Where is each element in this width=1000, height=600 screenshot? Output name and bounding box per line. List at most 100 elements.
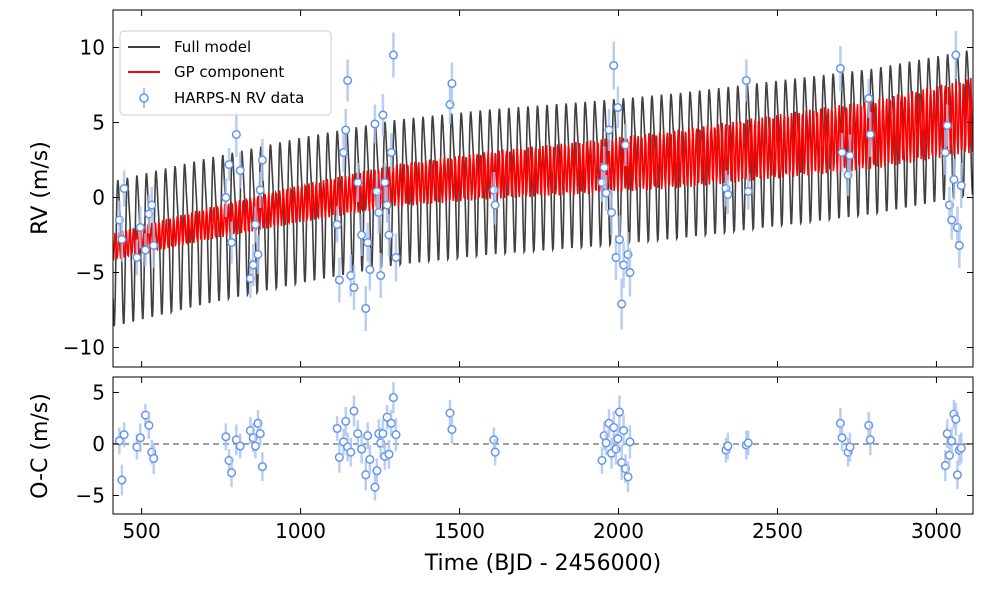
residual-point xyxy=(956,443,966,453)
residuals-panel: 5 0 −5 500 1000 1500 2000 2500 3000 O-C (m/s) T… xyxy=(28,376,974,576)
rv-data-point xyxy=(386,147,396,158)
rv-ylabel: RV (m/s) xyxy=(28,141,53,235)
residuals-y-tick-label: 5 xyxy=(92,380,105,404)
residual-point xyxy=(601,438,611,448)
rv-data-point xyxy=(250,219,260,230)
rv-data-point xyxy=(951,50,961,60)
rv-data-point xyxy=(361,303,371,314)
residual-point xyxy=(119,430,129,440)
residual-point xyxy=(144,420,154,430)
residual-point xyxy=(445,408,455,418)
legend-box xyxy=(119,30,332,116)
rv-data-point xyxy=(135,222,145,233)
rv-data-point xyxy=(949,174,959,185)
rv-data-point xyxy=(349,282,359,293)
residual-point xyxy=(845,442,855,452)
rv-data-point xyxy=(363,237,373,248)
x-axis: 500 1000 1500 2000 2500 3000 xyxy=(123,377,962,543)
rv-data-point xyxy=(334,275,344,285)
residuals-y-tick-label: 0 xyxy=(92,432,105,456)
residual-point xyxy=(227,468,237,478)
rv-data-point xyxy=(332,219,342,230)
x-axis-label: Time (BJD - 2456000) xyxy=(424,551,661,576)
rv-data-point xyxy=(117,234,127,245)
rv-data-point xyxy=(224,159,234,170)
residual-point xyxy=(723,441,733,451)
rv-data-point xyxy=(380,177,390,188)
rv-panel-frame xyxy=(112,9,974,368)
residual-point xyxy=(490,447,500,457)
x-tick-label: 500 xyxy=(123,519,161,543)
rv-y-tick-label: 0 xyxy=(92,186,105,210)
residual-point xyxy=(614,407,625,417)
rv-data-point xyxy=(140,245,150,255)
rv-data-point xyxy=(604,125,614,135)
residual-point xyxy=(391,430,401,440)
residual-point xyxy=(951,414,961,424)
rv-data-point xyxy=(620,140,631,150)
x-tick-label: 3000 xyxy=(911,519,962,543)
residual-point xyxy=(370,482,380,492)
residual-point xyxy=(613,434,623,444)
rv-data-point xyxy=(384,230,394,240)
residual-point xyxy=(623,472,633,482)
rv-data-point xyxy=(119,183,129,194)
residual-point xyxy=(117,475,127,485)
legend-full-model-label: Full model xyxy=(174,38,251,56)
residual-point xyxy=(625,437,635,447)
rv-y-tick-label: 5 xyxy=(92,111,105,135)
rv-data-point xyxy=(365,264,375,275)
rv-data-point xyxy=(743,186,753,197)
residual-point xyxy=(609,422,619,433)
rv-panel: 10 5 0 −5 −10 RV (m/s) Full model GP compone… xyxy=(28,9,974,368)
rv-data-point xyxy=(382,200,392,210)
residual-point xyxy=(361,470,371,480)
rv-data-point xyxy=(609,60,619,71)
residual-point xyxy=(349,406,359,416)
rv-data-point xyxy=(942,120,952,131)
residuals-panel-frame xyxy=(112,376,974,515)
rv-data-point xyxy=(248,260,258,270)
residuals-y-axis: 5 0 −5 xyxy=(76,380,973,507)
residual-point xyxy=(942,429,952,439)
x-tick-label: 2500 xyxy=(752,519,803,543)
rv-data-point xyxy=(378,110,388,120)
rv-data-point xyxy=(723,189,733,200)
rv-data-point xyxy=(231,129,241,140)
rv-data-point xyxy=(132,252,142,263)
rv-data-point xyxy=(374,207,384,218)
full-model-layer xyxy=(113,50,973,327)
residual-point xyxy=(388,393,398,403)
rv-data-point xyxy=(601,188,611,198)
rv-x-ticks xyxy=(141,10,937,367)
rv-data-point xyxy=(837,147,847,158)
residual-point xyxy=(363,431,373,441)
rv-data-point xyxy=(391,252,401,263)
residual-point xyxy=(372,466,382,476)
rv-y-tick-label: 10 xyxy=(80,36,105,60)
residual-point xyxy=(332,423,342,434)
residual-point xyxy=(743,438,753,448)
residual-point xyxy=(386,418,396,428)
residual-point xyxy=(255,429,265,439)
residual-point xyxy=(341,416,351,426)
residual-point xyxy=(257,462,267,472)
rv-data-point xyxy=(235,165,245,176)
residual-point xyxy=(837,433,847,443)
residual-point xyxy=(489,435,499,445)
rv-data-point xyxy=(617,299,627,309)
rv-data-point xyxy=(741,75,751,86)
rv-data-point xyxy=(388,50,398,60)
residual-point xyxy=(619,426,629,436)
legend-data-marker xyxy=(139,93,149,103)
residual-point xyxy=(952,470,962,480)
rv-data-point xyxy=(490,200,500,210)
residuals-ylabel: O-C (m/s) xyxy=(28,393,53,499)
rv-data-point xyxy=(343,75,353,86)
legend: Full model GP component HARPS-N RV data xyxy=(119,30,332,116)
rv-data-point xyxy=(864,93,874,104)
rv-data-point xyxy=(954,240,964,251)
residual-point xyxy=(346,447,356,457)
x-tick-label: 1000 xyxy=(275,519,326,543)
